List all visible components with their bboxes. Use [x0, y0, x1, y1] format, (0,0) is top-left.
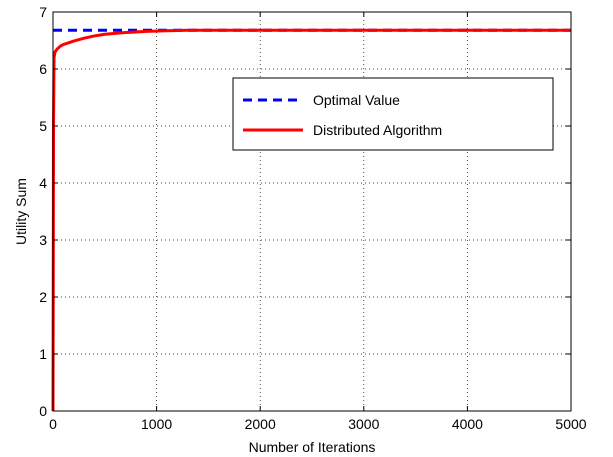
- y-tick-label: 5: [39, 118, 47, 134]
- legend-entry-distributed-algorithm: Distributed Algorithm: [313, 122, 442, 138]
- grid-lines: [53, 12, 571, 411]
- y-tick-label: 6: [39, 61, 47, 77]
- legend-entry-optimal-value: Optimal Value: [313, 92, 400, 108]
- legend: Optimal Value Distributed Algorithm: [232, 77, 554, 151]
- x-tick-label: 5000: [555, 416, 586, 432]
- plot-frame: [52, 11, 572, 412]
- x-tick-label: 1000: [141, 416, 172, 432]
- x-tick-label: 2000: [245, 416, 276, 432]
- y-tick-label: 1: [39, 346, 47, 362]
- tick-marks: [52, 11, 572, 412]
- series-line-distributed-algorithm: [51, 28, 571, 412]
- x-axis-label: Number of Iterations: [249, 439, 376, 455]
- y-tick-labels: 0 1 2 3 4 5 6 7: [39, 4, 47, 419]
- y-tick-label: 2: [39, 289, 47, 305]
- x-tick-labels: 0 1000 2000 3000 4000 5000: [49, 416, 587, 432]
- y-tick-label: 4: [39, 175, 47, 191]
- x-tick-label: 4000: [452, 416, 483, 432]
- y-tick-label: 0: [39, 403, 47, 419]
- legend-box: [232, 77, 554, 151]
- y-tick-label: 7: [39, 4, 47, 20]
- y-tick-label: 3: [39, 232, 47, 248]
- series-group: [51, 28, 571, 412]
- x-tick-label: 3000: [348, 416, 379, 432]
- y-axis-label: Utility Sum: [13, 178, 29, 245]
- x-tick-label: 0: [49, 416, 57, 432]
